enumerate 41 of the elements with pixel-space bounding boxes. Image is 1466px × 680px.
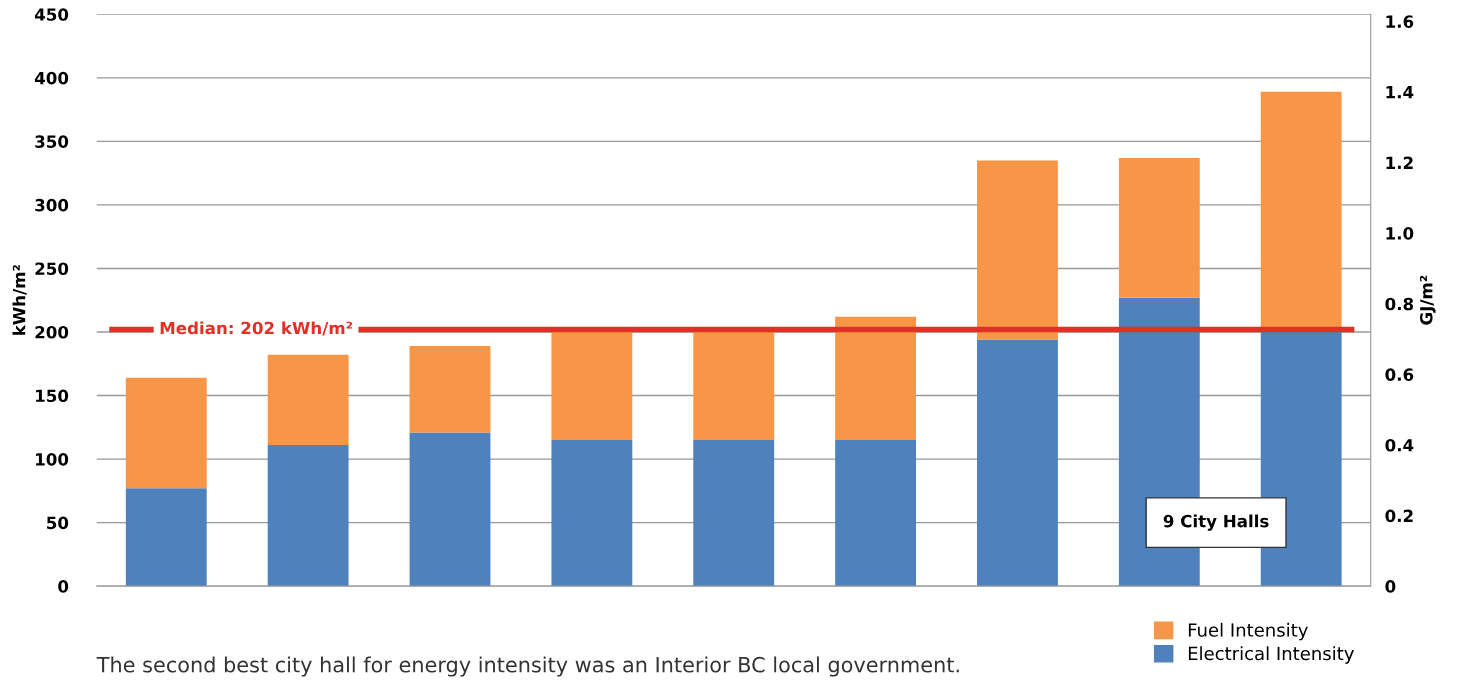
- y-tick-label: 250: [35, 262, 69, 276]
- bar: [267, 445, 349, 587]
- bar: [835, 440, 917, 587]
- ref-line-label: Median: 202 kWh/m²: [160, 321, 353, 336]
- y-tick-label: 350: [35, 135, 69, 148]
- bar: [551, 440, 633, 587]
- y-tick-label: 200: [35, 325, 69, 339]
- bar: [977, 339, 1058, 587]
- bar: [409, 432, 491, 587]
- y2-tick-label: 0.6: [1385, 368, 1414, 381]
- bar: [1118, 157, 1200, 298]
- y-tick-label: 450: [34, 8, 69, 21]
- bar: [551, 329, 633, 441]
- y-tick-label: 100: [36, 453, 69, 466]
- bar: [125, 488, 207, 587]
- y-tick-label: 300: [35, 198, 69, 212]
- bar: [693, 440, 775, 587]
- bar: [693, 329, 775, 441]
- legend-label: Fuel Intensity: [1188, 622, 1308, 641]
- y2-tick-label: 1.4: [1386, 86, 1414, 99]
- y-axis-title: kWh/m²: [12, 265, 27, 335]
- y-tick-label: 150: [36, 389, 69, 403]
- bar: [409, 345, 491, 433]
- bar: [125, 377, 207, 489]
- y2-tick-label: 1.6: [1386, 15, 1414, 28]
- y2-tick-label: 1.0: [1386, 227, 1414, 240]
- legend-label: Electrical Intensity: [1188, 646, 1354, 664]
- annotation: 9 City Halls: [1163, 514, 1269, 531]
- y2-tick-label: 0: [1385, 580, 1396, 593]
- y2-tick-label: 1.2: [1386, 156, 1413, 169]
- y2-tick-label: 0.8: [1385, 297, 1414, 311]
- bar: [267, 354, 349, 446]
- bar: [977, 160, 1058, 340]
- y2-tick-label: 0.2: [1385, 509, 1413, 523]
- y-tick-label: 0: [58, 580, 69, 593]
- y-tick-label: 50: [47, 516, 69, 530]
- bar: [835, 316, 917, 441]
- text: The second best city hall for energy intensity was an Interior BC local government.: [96, 656, 959, 677]
- y2-tick-label: 0.4: [1385, 438, 1414, 452]
- y2-axis-title: GJ/m²: [1419, 275, 1436, 325]
- y-tick-label: 400: [34, 71, 69, 85]
